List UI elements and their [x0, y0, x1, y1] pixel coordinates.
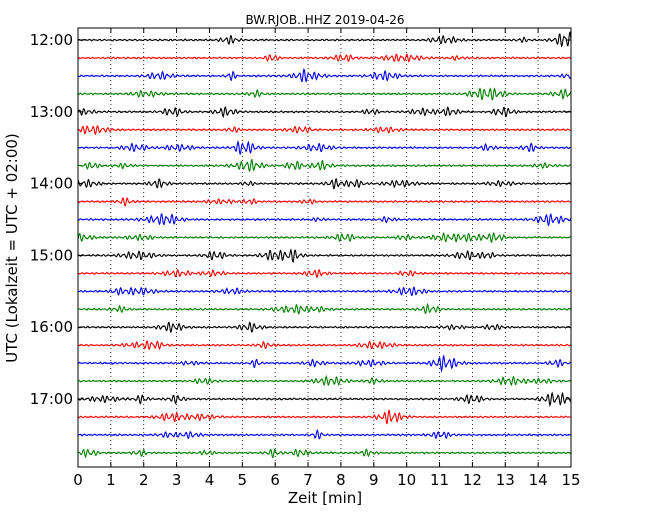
- trace-line: [77, 53, 572, 63]
- trace-group: [77, 31, 572, 459]
- trace-line: [77, 286, 572, 297]
- trace-line: [77, 302, 572, 315]
- x-axis-title: Zeit [min]: [288, 489, 362, 507]
- x-tick-label: 6: [270, 471, 280, 489]
- trace-line: [77, 213, 572, 227]
- y-tick-labels: 12:00 13:00 14:00 15:00 16:00 17:00: [30, 31, 73, 408]
- y-tick-label: 12:00: [30, 31, 73, 49]
- x-tick-label: 9: [369, 471, 379, 489]
- x-tick-label: 12: [463, 471, 482, 489]
- trace-line: [77, 197, 572, 208]
- y-tick-label: 16:00: [30, 318, 73, 336]
- x-tick-label: 1: [106, 471, 116, 489]
- y-tick-label: 13:00: [30, 103, 73, 121]
- x-tick-label: 2: [139, 471, 149, 489]
- trace-line: [77, 408, 572, 425]
- x-tick-label: 15: [561, 471, 580, 489]
- trace-line: [77, 248, 572, 263]
- x-tick-label: 11: [430, 471, 449, 489]
- x-tick-label: 0: [73, 471, 83, 489]
- trace-line: [77, 106, 571, 119]
- trace-line: [77, 340, 572, 351]
- x-tick-label: 14: [529, 471, 548, 489]
- x-tick-label: 3: [172, 471, 182, 489]
- trace-line: [77, 321, 572, 334]
- trace-line: [77, 374, 572, 387]
- x-tick-label: 13: [496, 471, 515, 489]
- trace-line: [77, 391, 572, 408]
- x-tick-label: 7: [303, 471, 313, 489]
- trace-line: [77, 428, 572, 440]
- trace-line: [77, 448, 572, 459]
- x-tick-label: 5: [238, 471, 248, 489]
- trace-line: [77, 139, 572, 156]
- trace-line: [77, 177, 572, 190]
- y-tick-label: 14:00: [30, 175, 73, 193]
- trace-line: [77, 231, 572, 243]
- trace-line: [77, 125, 572, 136]
- chart-title: BW.RJOB..HHZ 2019-04-26: [245, 13, 404, 27]
- y-tick-label: 15:00: [30, 246, 73, 264]
- trace-line: [77, 268, 572, 279]
- y-axis-title: UTC (Lokalzeit = UTC + 02:00): [3, 133, 21, 363]
- trace-line: [77, 68, 572, 84]
- trace-line: [77, 87, 572, 101]
- y-tick-label: 17:00: [30, 390, 73, 408]
- trace-line: [77, 158, 572, 173]
- trace-line: [77, 31, 572, 48]
- trace-line: [77, 354, 572, 373]
- x-tick-label: 8: [336, 471, 346, 489]
- x-tick-label: 4: [205, 471, 215, 489]
- plot-frame: [77, 27, 572, 468]
- x-tick-label: 10: [397, 471, 416, 489]
- axis-ticks: [77, 28, 572, 467]
- x-tick-labels: 0 1 2 3 4 5 6 7 8 9 10 11 12 13 14 15: [73, 471, 580, 489]
